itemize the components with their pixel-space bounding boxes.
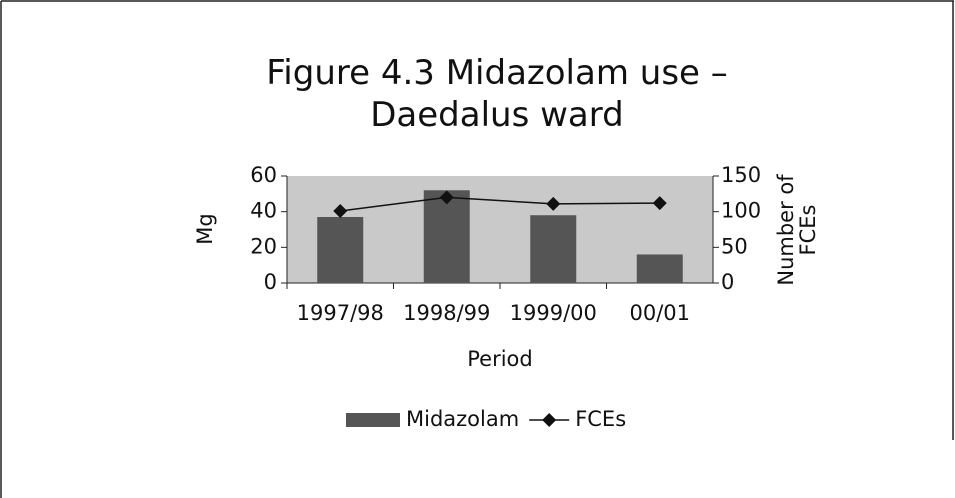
- line: [340, 196, 660, 212]
- bar: [423, 190, 470, 283]
- x-tick-label: 1999/00: [510, 301, 597, 325]
- x-tick-label: 1997/98: [297, 301, 384, 325]
- y2-tick-label: 0: [721, 270, 734, 294]
- y2-tick-label: 50: [721, 234, 748, 258]
- x-axis-label: Period: [467, 347, 532, 371]
- y-tick-label: 40: [250, 199, 277, 223]
- bar: [317, 217, 364, 283]
- y2-tick-label: 100: [721, 199, 761, 223]
- legend-marker: [542, 413, 557, 427]
- legend-swatch: [346, 413, 400, 427]
- bar: [530, 215, 577, 283]
- y-tick-label: 0: [264, 270, 277, 294]
- point: [333, 203, 348, 218]
- legend-label: Midazolam: [406, 407, 519, 431]
- x-tick-label: 1998/99: [403, 301, 490, 325]
- point: [652, 196, 667, 211]
- y2-tick-label: 150: [721, 163, 761, 187]
- chart-title: Figure 4.3 Midazolam use – Daedalus ward: [266, 53, 728, 135]
- point: [546, 196, 561, 211]
- y-tick-label: 20: [250, 234, 277, 258]
- legend-label: FCEs: [575, 407, 626, 431]
- point: [439, 190, 454, 205]
- x-tick-label: 00/01: [629, 301, 690, 325]
- y2-axis-label: Number of FCEs: [774, 174, 820, 286]
- y-tick-label: 60: [250, 163, 277, 187]
- bar: [636, 254, 683, 283]
- y-axis-label: Mg: [193, 213, 217, 244]
